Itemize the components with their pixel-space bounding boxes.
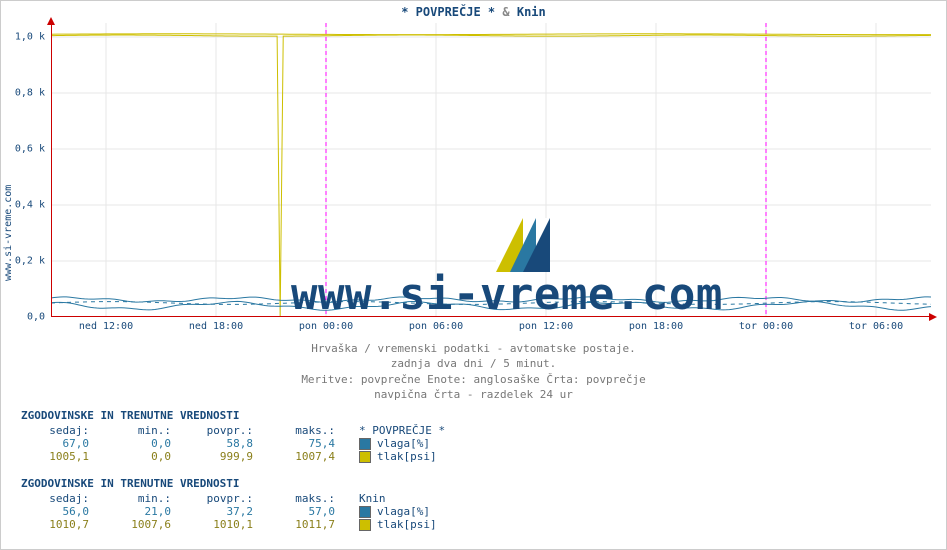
table-row: 1010,71007,61010,11011,7 tlak[psi] bbox=[21, 518, 445, 531]
watermark-icon bbox=[496, 218, 550, 272]
chart-title: * POVPREČJE * & Knin bbox=[1, 5, 946, 19]
x-tick-label: tor 06:00 bbox=[849, 321, 903, 332]
table-row: 56,021,037,257,0 vlaga[%] bbox=[21, 505, 445, 518]
x-axis-arrow-icon bbox=[929, 313, 937, 321]
subtitle-line: Meritve: povprečne Enote: anglosaške Črt… bbox=[1, 372, 946, 387]
table-column-header: povpr.: bbox=[185, 424, 267, 437]
legend-title: * POVPREČJE * bbox=[359, 424, 445, 437]
stats-table: ZGODOVINSKE IN TRENUTNE VREDNOSTIsedaj:m… bbox=[21, 477, 445, 531]
watermark-text: www.si-vreme.com bbox=[291, 269, 723, 320]
table-cell: 999,9 bbox=[185, 450, 267, 463]
plot-area: 0,00,2 k0,4 k0,6 k0,8 k1,0 k ned 12:00ne… bbox=[51, 23, 931, 317]
table-title: ZGODOVINSKE IN TRENUTNE VREDNOSTI bbox=[21, 477, 445, 490]
legend-item: tlak[psi] bbox=[359, 518, 437, 531]
x-tick-label: pon 00:00 bbox=[299, 321, 353, 332]
table-cell: 75,4 bbox=[267, 437, 349, 450]
legend-item: vlaga[%] bbox=[359, 505, 430, 518]
table-column-header: maks.: bbox=[267, 492, 349, 505]
y-tick-label: 0,6 k bbox=[15, 144, 45, 155]
table-cell: 37,2 bbox=[185, 505, 267, 518]
table-header-row: sedaj:min.:povpr.:maks.: Knin bbox=[21, 492, 445, 505]
subtitle-line: Hrvaška / vremenski podatki - avtomatske… bbox=[1, 341, 946, 356]
table-cell: 1010,7 bbox=[21, 518, 103, 531]
table-column-header: min.: bbox=[103, 492, 185, 505]
table-column-header: min.: bbox=[103, 424, 185, 437]
table-row: 67,00,058,875,4 vlaga[%] bbox=[21, 437, 445, 450]
x-tick-label: tor 00:00 bbox=[739, 321, 793, 332]
y-axis-arrow-icon bbox=[47, 17, 55, 25]
x-tick-label: ned 12:00 bbox=[79, 321, 133, 332]
stats-table: ZGODOVINSKE IN TRENUTNE VREDNOSTIsedaj:m… bbox=[21, 409, 445, 463]
legend-label: vlaga[%] bbox=[377, 437, 430, 450]
stats-tables: ZGODOVINSKE IN TRENUTNE VREDNOSTIsedaj:m… bbox=[21, 409, 445, 545]
chart-page: { "title": {"name": "* POVPREČJE *", "se… bbox=[0, 0, 947, 550]
chart-subtitle: Hrvaška / vremenski podatki - avtomatske… bbox=[1, 341, 946, 403]
legend-label: vlaga[%] bbox=[377, 505, 430, 518]
y-tick-label: 0,8 k bbox=[15, 88, 45, 99]
y-tick-label: 0,0 bbox=[27, 312, 45, 323]
table-cell: 1005,1 bbox=[21, 450, 103, 463]
table-cell: 1007,6 bbox=[103, 518, 185, 531]
legend-label: tlak[psi] bbox=[377, 518, 437, 531]
legend-swatch-icon bbox=[359, 506, 371, 518]
table-row: 1005,10,0999,91007,4 tlak[psi] bbox=[21, 450, 445, 463]
site-ylabel: www.si-vreme.com bbox=[3, 185, 14, 281]
table-header-row: sedaj:min.:povpr.:maks.: * POVPREČJE * bbox=[21, 424, 445, 437]
y-tick-label: 1,0 k bbox=[15, 32, 45, 43]
title-name: * POVPREČJE * bbox=[401, 5, 495, 19]
title-place: Knin bbox=[517, 5, 546, 19]
y-axis bbox=[51, 23, 52, 317]
table-column-header: maks.: bbox=[267, 424, 349, 437]
table-column-header: povpr.: bbox=[185, 492, 267, 505]
legend-swatch-icon bbox=[359, 438, 371, 450]
table-cell: 1010,1 bbox=[185, 518, 267, 531]
x-tick-label: ned 18:00 bbox=[189, 321, 243, 332]
y-tick-label: 0,2 k bbox=[15, 256, 45, 267]
legend-item: vlaga[%] bbox=[359, 437, 430, 450]
legend-item: tlak[psi] bbox=[359, 450, 437, 463]
table-cell: 57,0 bbox=[267, 505, 349, 518]
x-tick-label: pon 06:00 bbox=[409, 321, 463, 332]
title-sep: & bbox=[502, 5, 509, 19]
table-cell: 21,0 bbox=[103, 505, 185, 518]
legend-swatch-icon bbox=[359, 519, 371, 531]
subtitle-line: navpična črta - razdelek 24 ur bbox=[1, 387, 946, 402]
table-cell: 67,0 bbox=[21, 437, 103, 450]
table-column-header: sedaj: bbox=[21, 492, 103, 505]
legend-swatch-icon bbox=[359, 451, 371, 463]
legend-title: Knin bbox=[359, 492, 386, 505]
x-tick-label: pon 18:00 bbox=[629, 321, 683, 332]
y-tick-label: 0,4 k bbox=[15, 200, 45, 211]
table-cell: 0,0 bbox=[103, 450, 185, 463]
table-cell: 1007,4 bbox=[267, 450, 349, 463]
x-tick-label: pon 12:00 bbox=[519, 321, 573, 332]
table-title: ZGODOVINSKE IN TRENUTNE VREDNOSTI bbox=[21, 409, 445, 422]
table-column-header: sedaj: bbox=[21, 424, 103, 437]
table-cell: 0,0 bbox=[103, 437, 185, 450]
subtitle-line: zadnja dva dni / 5 minut. bbox=[1, 356, 946, 371]
legend-label: tlak[psi] bbox=[377, 450, 437, 463]
table-cell: 58,8 bbox=[185, 437, 267, 450]
table-cell: 56,0 bbox=[21, 505, 103, 518]
table-cell: 1011,7 bbox=[267, 518, 349, 531]
